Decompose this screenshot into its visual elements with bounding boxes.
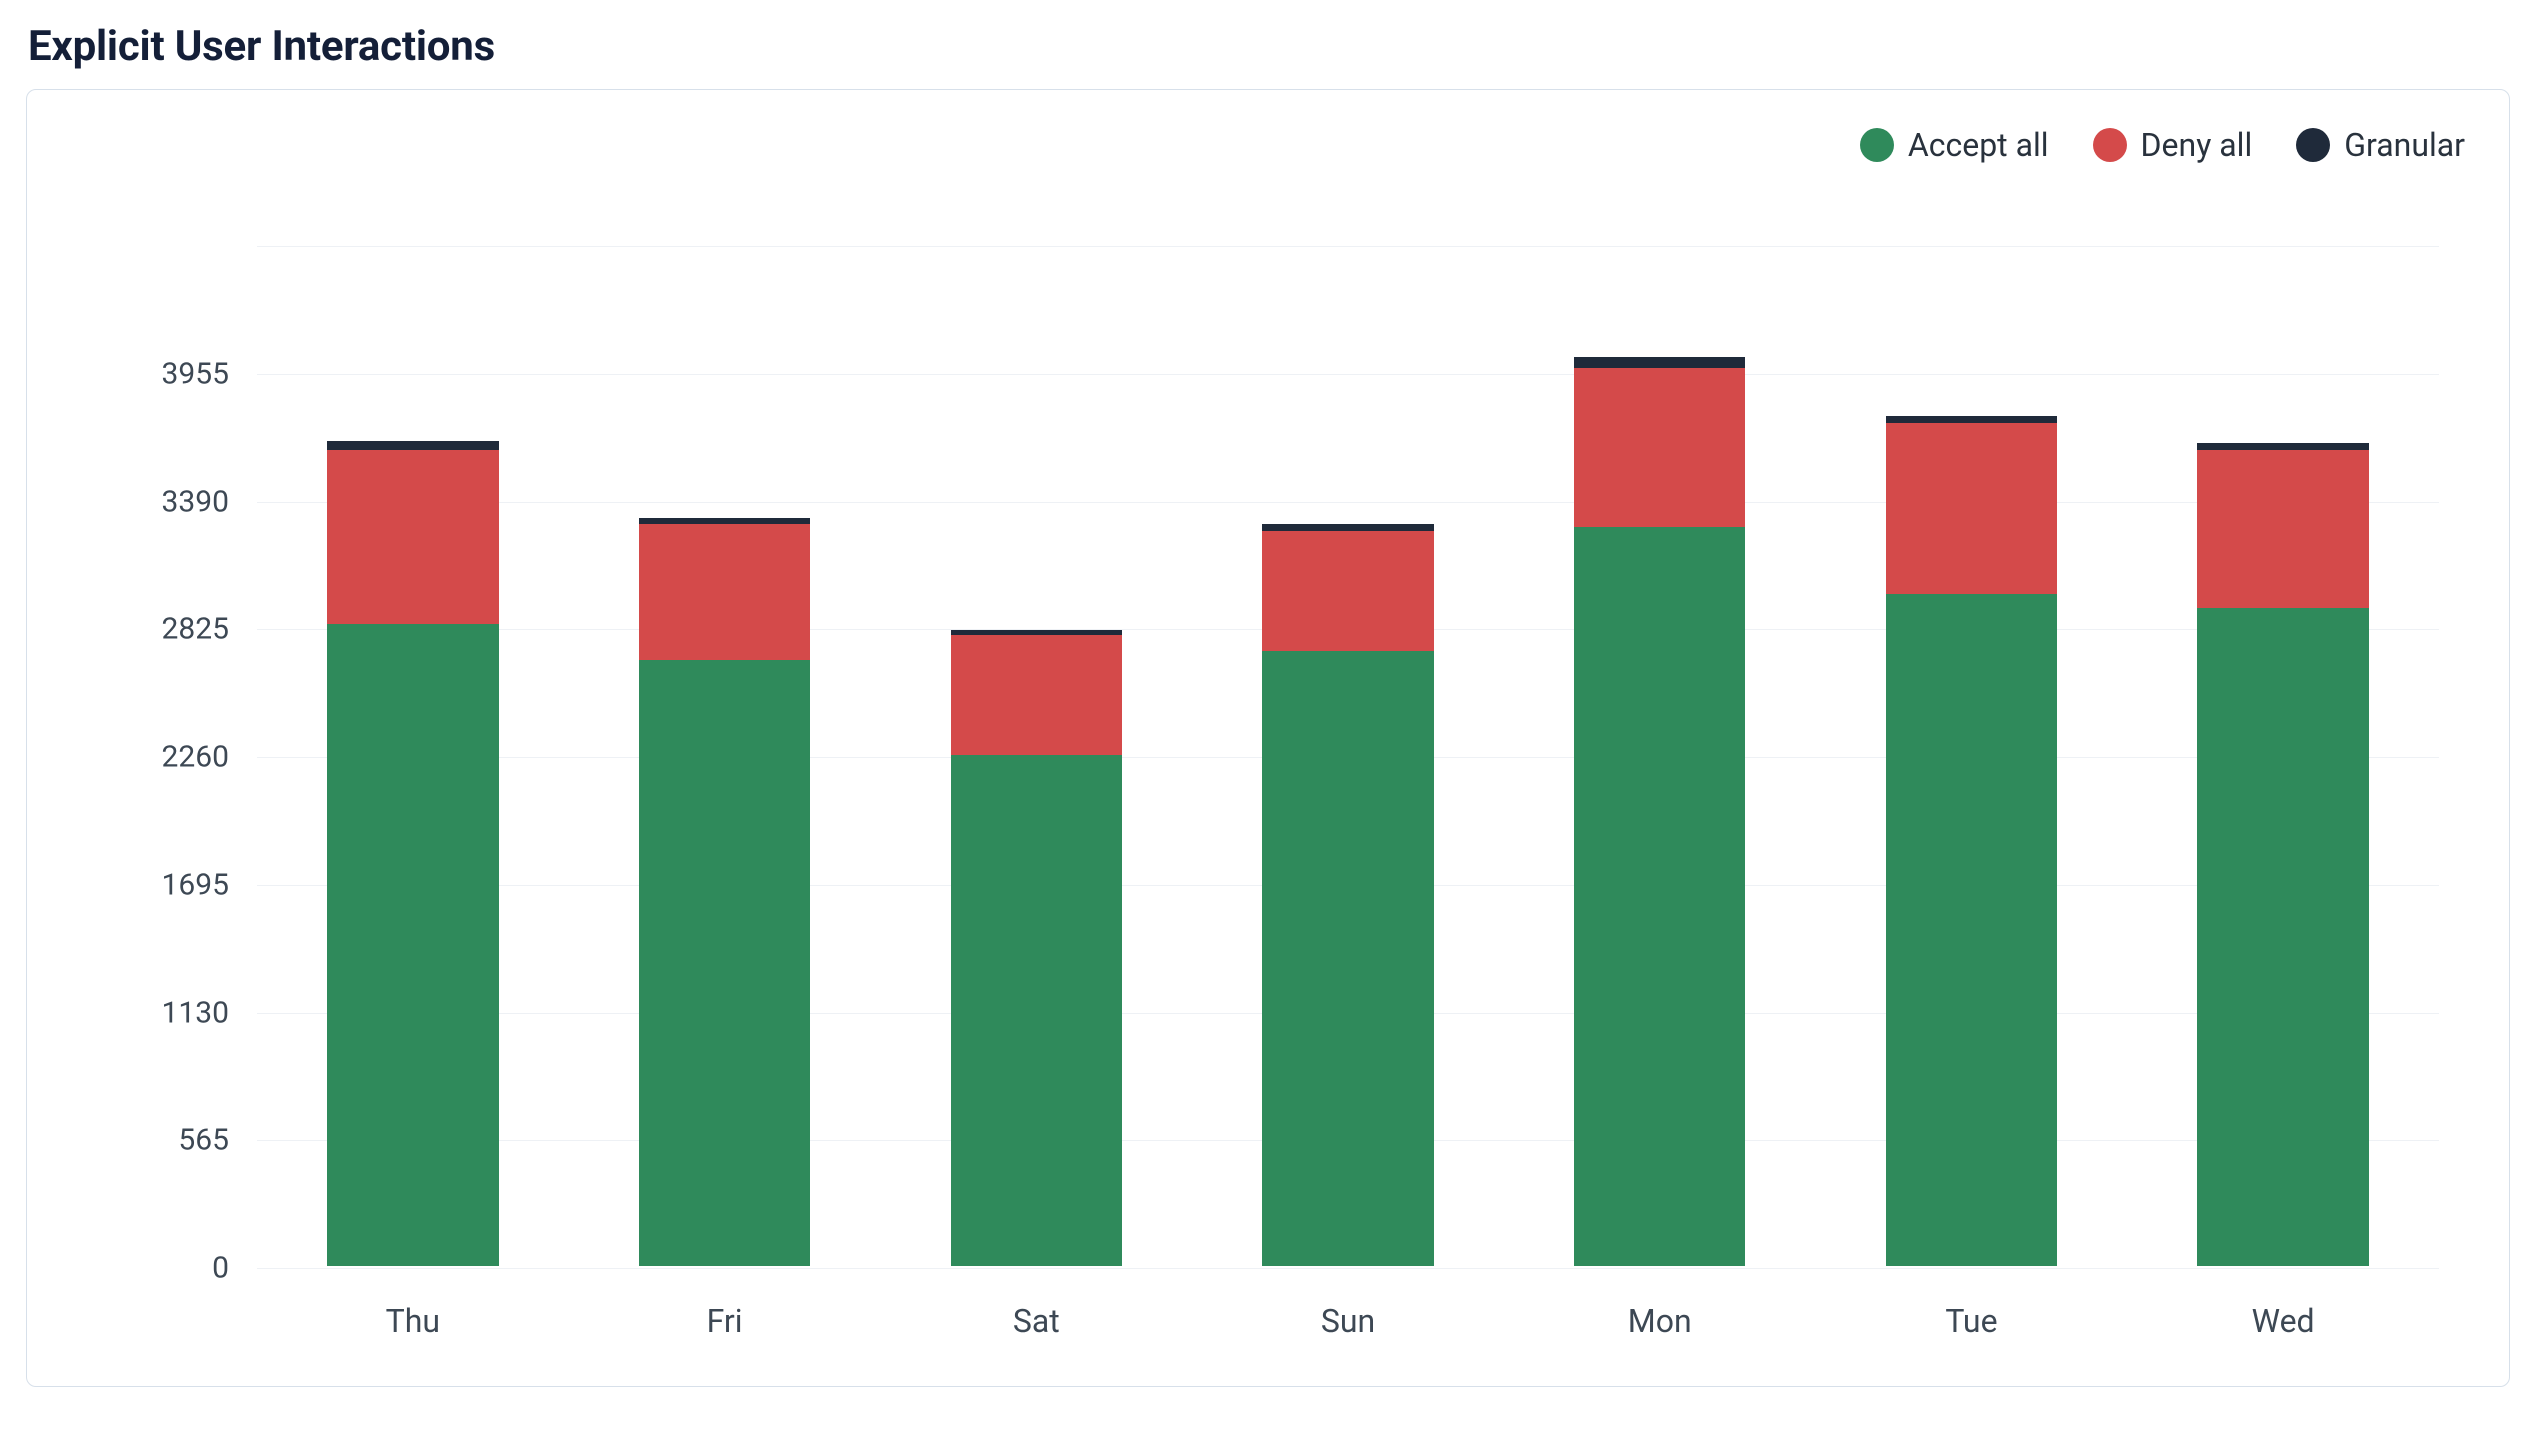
x-tick-label: Wed (2252, 1302, 2315, 1340)
legend-label-accept-all: Accept all (1908, 126, 2049, 164)
y-tick-label: 1130 (89, 995, 229, 1030)
bar-segment-accept-all[interactable] (327, 624, 498, 1266)
legend-swatch-granular (2296, 128, 2330, 162)
y-tick-label: 2825 (89, 612, 229, 647)
chart-plot-area: 0565113016952260282533903955ThuFriSatSun… (257, 246, 2439, 1266)
bar-segment-granular[interactable] (1574, 357, 1745, 368)
bar-segment-deny-all[interactable] (639, 524, 810, 660)
legend-label-granular: Granular (2344, 126, 2465, 164)
bar-segment-deny-all[interactable] (2197, 450, 2368, 608)
legend-item-accept-all[interactable]: Accept all (1860, 126, 2049, 164)
y-tick-label: 565 (89, 1123, 229, 1158)
bar-segment-granular[interactable] (951, 630, 1122, 636)
bar-segment-granular[interactable] (1886, 416, 2057, 423)
bar-group (327, 244, 498, 1266)
bar-segment-granular[interactable] (1262, 524, 1433, 531)
bar-segment-accept-all[interactable] (1574, 527, 1745, 1266)
chart-title: Explicit User Interactions (28, 22, 2510, 71)
y-tick-label: 1695 (89, 867, 229, 902)
x-tick-label: Sun (1321, 1302, 1375, 1340)
bar-segment-deny-all[interactable] (1262, 531, 1433, 651)
bar-segment-deny-all[interactable] (951, 635, 1122, 755)
bar-group (951, 244, 1122, 1266)
legend-swatch-accept-all (1860, 128, 1894, 162)
legend-label-deny-all: Deny all (2141, 126, 2253, 164)
bar-group (1574, 244, 1745, 1266)
x-tick-label: Fri (707, 1302, 743, 1340)
chart-card: Accept allDeny allGranular 0565113016952… (26, 89, 2510, 1387)
legend-item-granular[interactable]: Granular (2296, 126, 2465, 164)
bar-segment-deny-all[interactable] (1574, 368, 1745, 526)
x-tick-label: Thu (386, 1302, 440, 1340)
legend-swatch-deny-all (2093, 128, 2127, 162)
bar-segment-deny-all[interactable] (327, 450, 498, 624)
bar-segment-deny-all[interactable] (1886, 423, 2057, 595)
bar-segment-granular[interactable] (2197, 443, 2368, 450)
y-tick-label: 3390 (89, 484, 229, 519)
bar-segment-accept-all[interactable] (1262, 651, 1433, 1266)
x-tick-label: Mon (1628, 1302, 1692, 1340)
bar-group (639, 244, 810, 1266)
bar-segment-accept-all[interactable] (2197, 608, 2368, 1266)
bar-segment-granular[interactable] (327, 441, 498, 450)
bar-segment-granular[interactable] (639, 518, 810, 525)
bar-segment-accept-all[interactable] (951, 755, 1122, 1266)
bar-group (1886, 244, 2057, 1266)
bar-segment-accept-all[interactable] (639, 660, 810, 1266)
x-tick-label: Sat (1013, 1302, 1060, 1340)
chart-legend: Accept all Deny all Granular (1860, 126, 2509, 164)
grid-line (257, 1268, 2439, 1269)
x-tick-label: Tue (1945, 1302, 1997, 1340)
legend-item-deny-all[interactable]: Deny all (2093, 126, 2253, 164)
y-tick-label: 2260 (89, 740, 229, 775)
y-tick-label: 3955 (89, 356, 229, 391)
bar-segment-accept-all[interactable] (1886, 594, 2057, 1266)
bar-group (2197, 244, 2368, 1266)
y-tick-label: 0 (89, 1251, 229, 1286)
bar-group (1262, 244, 1433, 1266)
